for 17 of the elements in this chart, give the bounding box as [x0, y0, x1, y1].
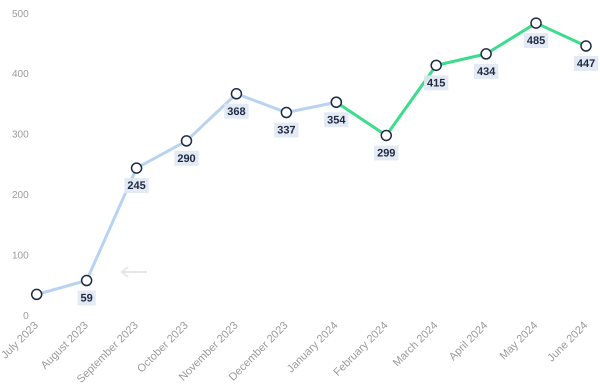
data-label: 299 [377, 147, 396, 160]
data-label: 434 [476, 66, 496, 78]
y-tick-label: 200 [12, 190, 30, 202]
y-tick-label: 400 [12, 69, 30, 80]
data-label: 485 [526, 35, 546, 48]
data-label: 290 [177, 152, 196, 165]
data-label: 59 [80, 292, 93, 305]
data-label: 447 [576, 58, 596, 70]
y-tick-label: 500 [12, 8, 30, 20]
y-tick-label: 100 [12, 250, 30, 262]
data-label: 368 [227, 106, 246, 118]
data-label: 245 [127, 180, 146, 192]
y-tick-label: 300 [12, 130, 30, 141]
y-tick-label: 0 [23, 310, 30, 322]
data-label: 337 [277, 124, 296, 137]
data-label: 415 [427, 77, 446, 90]
data-label: 354 [327, 114, 346, 126]
